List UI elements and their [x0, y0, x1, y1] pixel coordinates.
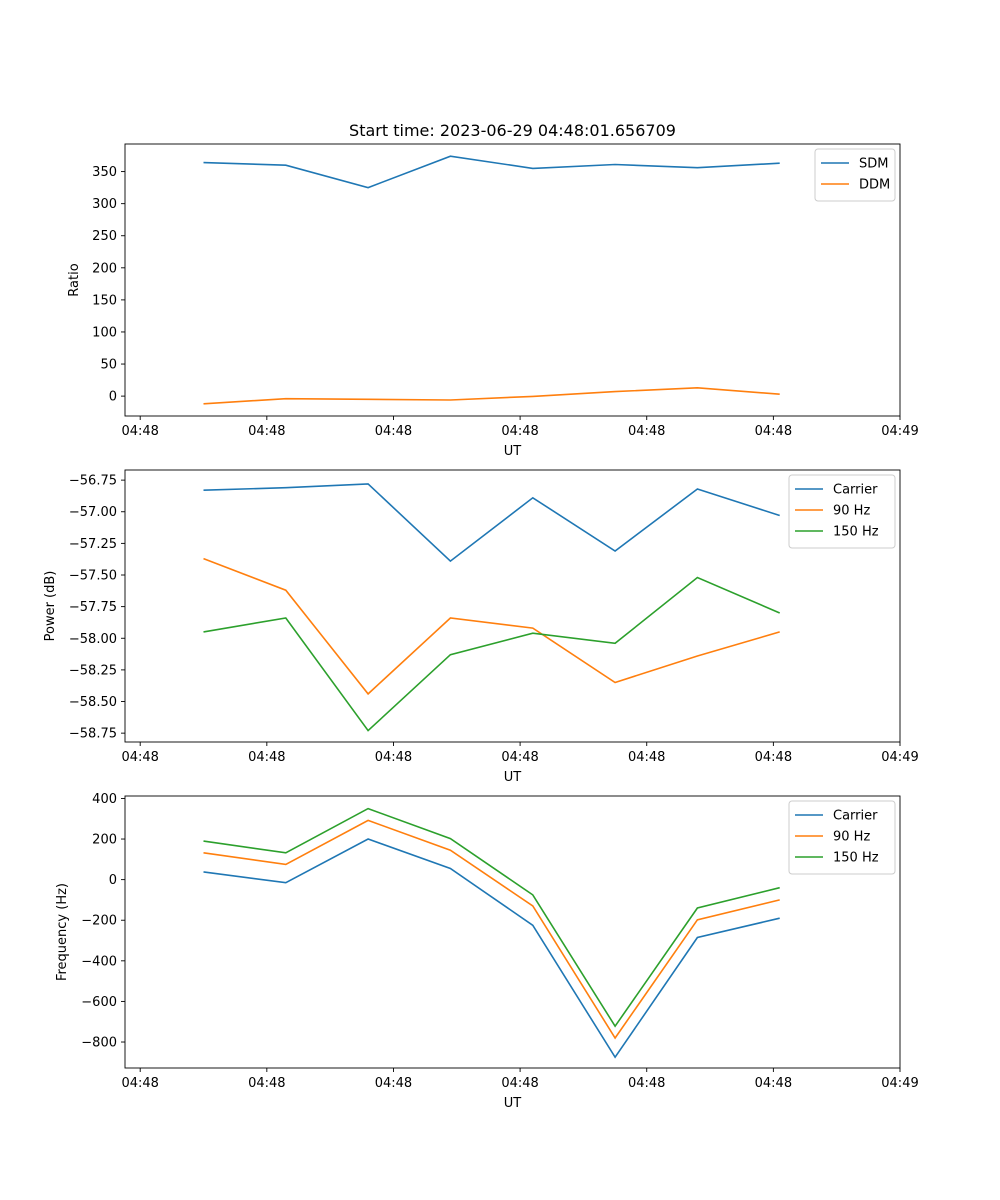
y-tick-label: −57.00 [69, 505, 117, 520]
legend: SDM DDM [814, 148, 896, 202]
x-axis-label: UT [504, 770, 522, 785]
legend-label: Carrier [833, 809, 878, 824]
y-axis-label: Frequency (Hz) [55, 883, 70, 981]
y-tick-label: −400 [81, 954, 117, 969]
y-tick-label: 350 [92, 165, 117, 180]
legend: Carrier 90 Hz 150 Hz [788, 474, 896, 549]
x-tick-label: 04:48 [628, 750, 665, 765]
legend-label: 90 Hz [833, 504, 870, 519]
y-tick-label: −57.75 [69, 600, 117, 615]
series-line-90-hz [203, 819, 780, 1040]
series-line-carrier [203, 838, 780, 1059]
series-line-sdm [203, 155, 780, 189]
x-tick-label: 04:48 [755, 1076, 792, 1091]
y-tick-label: −600 [81, 995, 117, 1010]
x-tick-label: 04:48 [501, 750, 538, 765]
legend-box [814, 148, 896, 202]
chart-panel-1: 04:48 04:48 04:48 04:48 04:48 04:48 04:49 0 50 10… [67, 143, 919, 459]
figure-title: Start time: 2023-06-29 04:48:01.656709 [349, 121, 676, 140]
series-line-150-hz [203, 576, 781, 732]
axes-frame [124, 795, 901, 1069]
x-tick-label: 04:48 [121, 1076, 158, 1091]
x-tick-label: 04:48 [121, 424, 158, 439]
legend-label: 150 Hz [833, 525, 879, 540]
y-tick-label: −200 [81, 914, 117, 929]
x-tick-label: 04:48 [501, 424, 538, 439]
x-tick-label: 04:49 [881, 1076, 918, 1091]
x-tick-label: 04:48 [501, 1076, 538, 1091]
y-tick-label: 200 [92, 261, 117, 276]
series-line-150-hz [203, 807, 780, 1028]
legend: Carrier 90 Hz 150 Hz [788, 800, 896, 875]
x-tick-label: 04:48 [248, 1076, 285, 1091]
chart-panel-2: 04:48 04:48 04:48 04:48 04:48 04:48 04:49 −58.7… [43, 469, 919, 785]
y-tick-label: 300 [92, 197, 117, 212]
y-tick-label: 0 [109, 390, 117, 405]
legend-label: DDM [859, 178, 890, 193]
y-tick-label: 100 [92, 325, 117, 340]
x-tick-label: 04:49 [881, 424, 918, 439]
y-tick-label: 250 [92, 229, 117, 244]
y-axis-label: Ratio [67, 263, 82, 296]
x-tick-label: 04:48 [248, 750, 285, 765]
axes-frame [124, 469, 901, 743]
legend-label: Carrier [833, 483, 878, 498]
series-line-ddm [203, 386, 780, 405]
x-tick-label: 04:48 [375, 424, 412, 439]
y-tick-label: 200 [92, 833, 117, 848]
series-line-carrier [203, 483, 780, 563]
legend-box [788, 474, 896, 549]
x-axis-label: UT [504, 1096, 522, 1111]
legend-box [788, 800, 896, 875]
x-tick-label: 04:48 [248, 424, 285, 439]
y-tick-label: 400 [92, 792, 117, 807]
x-tick-label: 04:48 [121, 750, 158, 765]
y-tick-label: −800 [81, 1036, 117, 1051]
y-tick-label: −56.75 [69, 474, 117, 489]
y-tick-label: −58.00 [69, 632, 117, 647]
y-tick-label: −57.50 [69, 569, 117, 584]
x-tick-label: 04:48 [755, 750, 792, 765]
axes-frame [124, 143, 901, 417]
y-tick-label: −57.25 [69, 537, 117, 552]
y-tick-label: 150 [92, 293, 117, 308]
x-tick-label: 04:48 [755, 424, 792, 439]
legend-label: 150 Hz [833, 851, 879, 866]
series-line-90-hz [203, 557, 780, 696]
x-tick-label: 04:48 [375, 1076, 412, 1091]
x-tick-label: 04:48 [375, 750, 412, 765]
chart-panel-3: 04:48 04:48 04:48 04:48 04:48 04:48 04:49 −800 −… [55, 792, 919, 1111]
y-axis-label: Power (dB) [43, 571, 58, 642]
x-tick-label: 04:49 [881, 750, 918, 765]
y-tick-label: −58.75 [69, 727, 117, 742]
x-axis-label: UT [504, 444, 522, 459]
legend-label: 90 Hz [833, 830, 870, 845]
y-tick-label: −58.50 [69, 695, 117, 710]
x-tick-label: 04:48 [628, 424, 665, 439]
legend-label: SDM [859, 157, 888, 172]
y-tick-label: 0 [109, 873, 117, 888]
x-tick-label: 04:48 [628, 1076, 665, 1091]
y-tick-label: 50 [100, 358, 117, 373]
y-tick-label: −58.25 [69, 663, 117, 678]
